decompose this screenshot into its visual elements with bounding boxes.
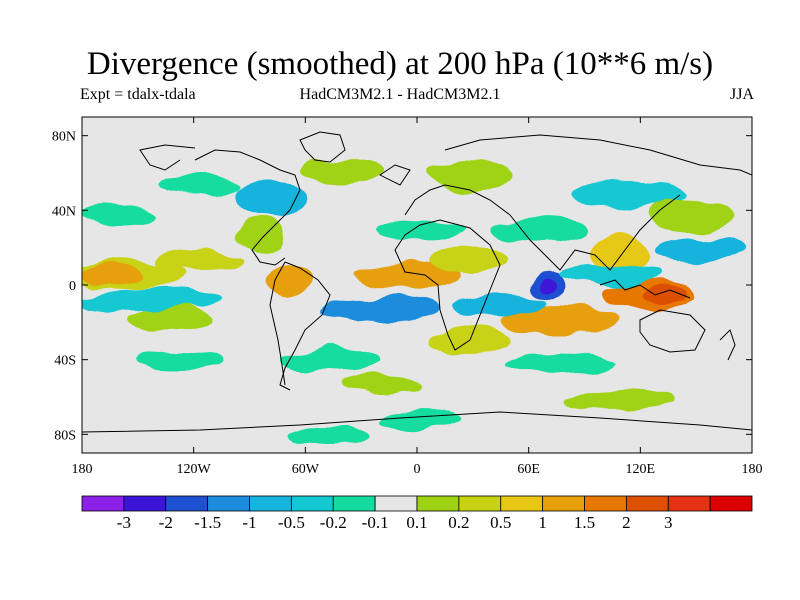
south-america-east-coast [279, 261, 331, 391]
colorbar-label: 0.2 [448, 513, 469, 532]
field-blob [500, 307, 620, 333]
field-blob [268, 262, 312, 298]
south-america-west-coast [269, 261, 286, 386]
lat-tick-label: 0 [69, 279, 76, 294]
europe-coast [404, 184, 511, 216]
colorbar-swatch [542, 495, 585, 512]
colorbar-swatch [332, 495, 376, 512]
field-blob [643, 287, 687, 303]
field-blob [290, 425, 370, 445]
field-blob [455, 295, 545, 315]
field-blob [380, 410, 460, 430]
colorbar-label: -2 [159, 513, 173, 532]
field-blob [320, 298, 440, 322]
colorbar-label: -0.2 [320, 513, 347, 532]
antarctica-coast [82, 411, 752, 433]
field-blob [155, 175, 245, 195]
field-blob [235, 220, 285, 250]
maritime-continent-coast [599, 279, 691, 299]
colorbar-label: 0.5 [490, 513, 511, 532]
lon-tick-label: 60E [517, 462, 540, 477]
australia-coast [639, 309, 706, 353]
colorbar-swatch [249, 495, 292, 512]
field-blob [82, 289, 220, 311]
british-isles-coast [379, 164, 411, 186]
field-blob [655, 238, 745, 262]
field-blob [155, 250, 245, 270]
colorbar-label: -1.5 [194, 513, 221, 532]
colorbar-swatch [123, 495, 167, 512]
greenland-coast [299, 131, 346, 163]
colorbar-swatch [667, 495, 711, 512]
field-blob [645, 199, 735, 231]
coastlines [82, 131, 752, 433]
colorbar-swatch [458, 495, 502, 512]
field-blob [280, 348, 380, 372]
colorbar-swatch [584, 495, 627, 512]
axis-ticks: 80N 40N 0 40S 80S 180 120W 60W 0 60E 120E 180 [52, 117, 763, 477]
season-label: JJA [729, 86, 754, 103]
colorbar-swatch [625, 495, 669, 512]
colorbar-label: 1.5 [574, 513, 595, 532]
colorbar-swatch [709, 495, 753, 512]
lat-tick-label: 80S [54, 428, 76, 443]
field-blob [355, 261, 465, 289]
asia-south-coast [509, 194, 681, 271]
lat-tick-label: 40S [54, 354, 76, 369]
lon-tick-label: 180 [72, 462, 93, 477]
colorbar-swatch [207, 495, 250, 512]
experiment-label: Expt = tdalx-tdala [80, 86, 196, 103]
field-blob [430, 159, 510, 191]
lat-tick-label: 80N [52, 130, 76, 145]
colorbar-label: 1 [538, 513, 547, 532]
lon-tick-label: 60W [292, 462, 320, 477]
africa-coast [394, 219, 501, 351]
field-blob [575, 183, 685, 207]
colorbar-label: -1 [242, 513, 256, 532]
model-label: HadCM3M2.1 - HadCM3M2.1 [299, 86, 501, 103]
lon-tick-label: 120W [177, 462, 212, 477]
field-blob [505, 353, 615, 377]
asia-north-coast [444, 134, 752, 176]
field-blob [375, 219, 465, 241]
field-blob [300, 158, 380, 182]
field-blob [82, 205, 160, 225]
colorbar-label: 0.1 [406, 513, 427, 532]
lat-tick-label: 40N [52, 204, 76, 219]
colorbar-swatch [416, 495, 460, 512]
field-blob [495, 218, 585, 242]
field-blob [565, 390, 675, 410]
colorbar-swatch [165, 495, 209, 512]
colorbar-swatch [500, 495, 544, 512]
north-america-coast [194, 149, 301, 266]
field-blob [125, 308, 215, 332]
alaska-coast [139, 144, 196, 171]
field-blob [430, 248, 510, 272]
colorbar-label: -3 [117, 513, 131, 532]
field-blob [560, 265, 660, 285]
colorbar: -3 -2 -1.5 -1 -0.5 -0.2 -0.1 0.1 0.2 0.5 1 1.5 2 3 [81, 495, 753, 532]
lon-tick-label: 120E [626, 462, 656, 477]
colorbar-label: -0.5 [278, 513, 305, 532]
plot-title: Divergence (smoothed) at 200 hPa (10**6 … [86, 46, 714, 82]
lon-tick-label: 0 [414, 462, 421, 477]
colorbar-swatch [374, 495, 418, 512]
field-blob [340, 375, 420, 395]
new-zealand-coast [719, 329, 736, 361]
field-blob [82, 265, 140, 285]
field-blob [235, 182, 305, 218]
colorbar-label: -0.1 [362, 513, 389, 532]
colorbar-swatch [81, 495, 125, 512]
colorbar-label: 3 [664, 513, 673, 532]
field-blob [590, 237, 650, 273]
field-blob [135, 350, 225, 370]
colorbar-swatch [290, 495, 334, 512]
lon-tick-label: 180 [742, 462, 763, 477]
field-blob [540, 276, 556, 294]
colorbar-label: 2 [622, 513, 631, 532]
